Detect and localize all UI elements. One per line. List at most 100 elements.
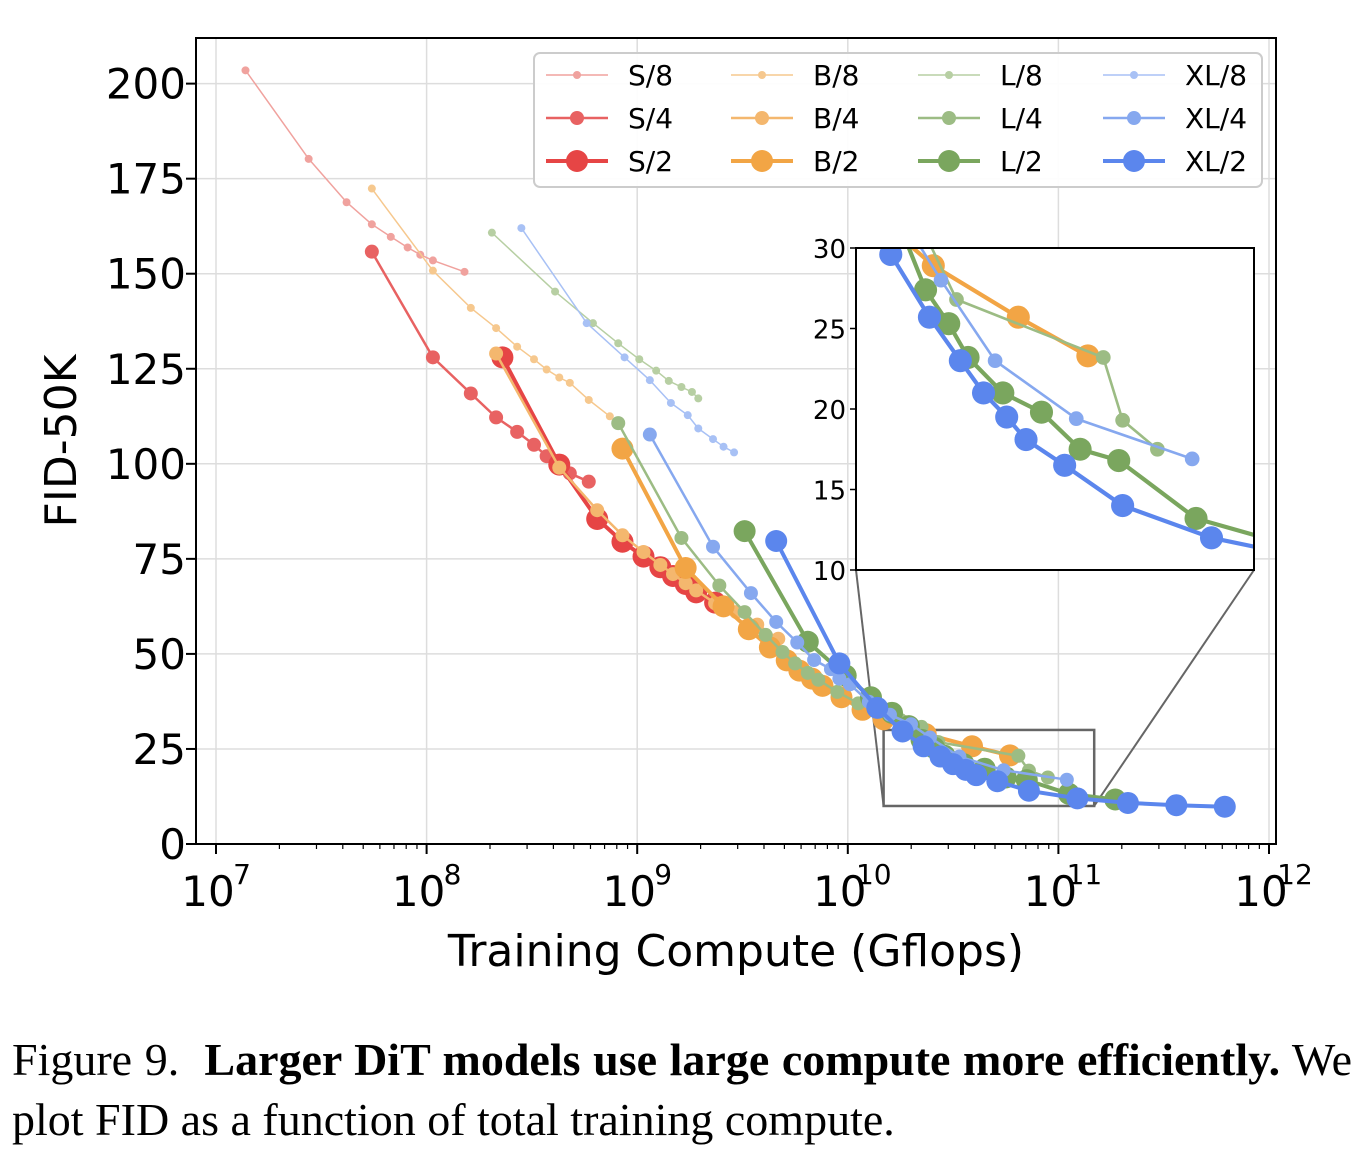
data-point	[1095, 350, 1111, 365]
legend-marker	[573, 71, 581, 79]
y-tick-label: 0	[159, 820, 186, 869]
series-line	[930, 248, 1159, 451]
y-tick-label: 125	[106, 345, 186, 394]
legend-box	[533, 52, 1263, 188]
data-point	[918, 228, 933, 243]
data-point	[304, 154, 313, 163]
inset-y-tick-label: 30	[813, 235, 846, 265]
data-point	[551, 287, 560, 296]
legend-item: XL/4	[1103, 102, 1247, 135]
legend-label: S/8	[628, 59, 673, 92]
data-point	[674, 530, 689, 545]
data-point	[552, 460, 567, 475]
data-point	[492, 324, 501, 333]
data-point	[615, 528, 630, 543]
data-point	[652, 366, 661, 375]
series-line	[244, 69, 465, 273]
data-point	[530, 355, 539, 364]
legend-item: S/4	[546, 102, 673, 135]
data-point	[635, 355, 644, 364]
legend-marker	[758, 71, 766, 79]
data-point	[690, 0, 713, 8]
legend-label: S/4	[628, 102, 673, 135]
data-point	[241, 66, 250, 75]
data-point	[689, 583, 704, 598]
data-point	[765, 529, 788, 552]
zoom-box	[882, 728, 1096, 808]
figure-caption: Figure 9. Larger DiT models use large co…	[12, 1030, 1352, 1150]
data-point	[758, 627, 773, 642]
data-point	[995, 405, 1019, 429]
inset-y-tick-label: 25	[813, 316, 846, 346]
data-point	[828, 652, 851, 675]
data-point	[1116, 791, 1139, 814]
data-point	[489, 410, 504, 425]
data-point	[800, 665, 815, 680]
data-point	[614, 339, 623, 348]
data-point	[342, 198, 351, 207]
data-point	[830, 684, 845, 699]
legend-marker	[945, 71, 953, 79]
data-point	[582, 319, 591, 328]
legend-marker	[938, 150, 960, 172]
data-point	[737, 605, 752, 620]
data-point	[1199, 526, 1224, 550]
legend-item: L/4	[918, 102, 1043, 135]
y-tick-label: 200	[106, 60, 186, 109]
data-point	[678, 576, 693, 591]
data-point	[694, 394, 703, 403]
legend-marker	[570, 111, 584, 125]
data-point	[1184, 506, 1208, 531]
legend-label: XL/2	[1185, 145, 1247, 178]
y-tick-label: 50	[133, 630, 186, 679]
data-point	[527, 437, 542, 452]
data-point	[933, 272, 949, 288]
data-point	[971, 381, 996, 405]
data-point	[914, 278, 938, 302]
x-tick-exponent: 8	[444, 858, 462, 891]
legend-marker	[751, 150, 773, 172]
data-point	[403, 243, 412, 252]
legend-item: S/2	[546, 145, 673, 178]
data-point	[811, 672, 826, 687]
data-point	[677, 383, 686, 392]
data-point	[642, 427, 657, 442]
data-point	[489, 346, 504, 361]
data-point	[664, 376, 673, 385]
inset-y-tick-label: 10	[813, 557, 846, 587]
data-point	[1066, 787, 1089, 810]
data-point	[517, 224, 526, 233]
series-xl-4	[899, 217, 1200, 467]
inset-y-tick-label: 20	[813, 396, 846, 426]
x-tick-exponent: 11	[1067, 858, 1103, 891]
series-xl-8	[517, 224, 739, 457]
data-point	[565, 378, 574, 387]
data-point	[891, 220, 914, 243]
data-point	[1293, 546, 1316, 569]
data-point	[775, 6, 798, 29]
legend-item: B/4	[731, 102, 859, 135]
series-line	[919, 248, 1193, 461]
x-tick-label: 10	[392, 867, 445, 916]
data-point	[733, 520, 756, 543]
data-point	[611, 437, 634, 460]
legend-item: XL/2	[1103, 145, 1247, 178]
data-point	[581, 474, 596, 489]
figure-label: Figure 9.	[12, 1034, 180, 1085]
data-point	[428, 266, 437, 275]
data-point	[1068, 437, 1092, 461]
x-tick-label: 10	[602, 867, 655, 916]
legend-label: XL/4	[1185, 102, 1247, 135]
y-tick-label: 25	[133, 725, 186, 774]
data-point	[636, 545, 651, 560]
zoom-connector	[1093, 569, 1255, 807]
data-point	[588, 319, 597, 328]
data-point	[1059, 772, 1074, 787]
data-point	[899, 217, 914, 232]
x-tick-label: 10	[813, 867, 866, 916]
data-point	[743, 586, 758, 601]
data-point	[1107, 448, 1131, 473]
data-point	[1184, 451, 1200, 467]
inset-y-tick-label: 15	[813, 477, 846, 507]
inset-ticks: 10 15 20 25 30	[813, 235, 856, 587]
